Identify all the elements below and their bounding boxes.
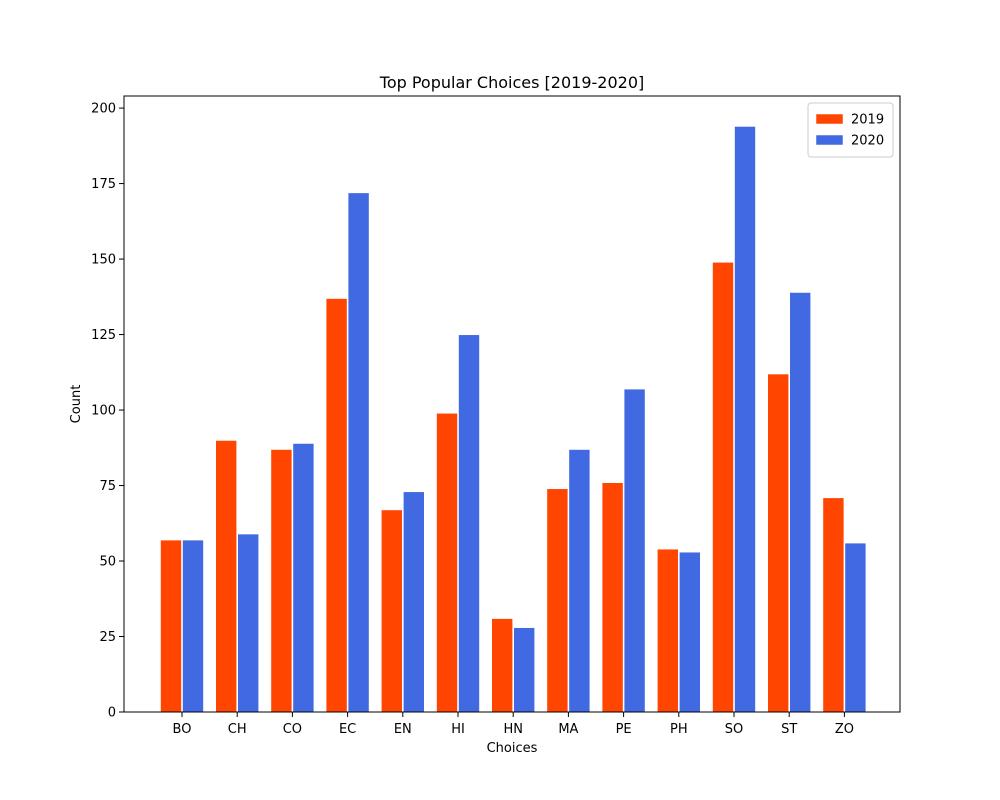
bar-2020-CO bbox=[292, 442, 315, 713]
chart-title: Top Popular Choices [2019-2020] bbox=[379, 73, 644, 92]
bar-2019-EN bbox=[380, 509, 404, 713]
bar-2019-HI bbox=[435, 412, 459, 713]
bar-group bbox=[159, 125, 867, 713]
x-tick-label: CO bbox=[283, 722, 302, 737]
y-tick-label: 200 bbox=[91, 102, 116, 117]
x-tick-label: MA bbox=[558, 722, 578, 737]
x-tick-label: ST bbox=[781, 722, 797, 737]
bar-2019-PE bbox=[601, 482, 624, 713]
bar-2020-EN bbox=[402, 491, 426, 713]
y-axis-ticks: 0 25 50 75 100 125 150 175 200 bbox=[91, 102, 124, 721]
bar-2019-ST bbox=[767, 373, 790, 713]
bar-2020-SO bbox=[733, 125, 757, 713]
bar-2019-BO bbox=[159, 539, 183, 713]
x-tick-label: ZO bbox=[835, 722, 854, 737]
y-tick-label: 125 bbox=[91, 328, 116, 343]
legend-box bbox=[807, 102, 894, 158]
x-tick-label: EN bbox=[394, 722, 412, 737]
bar-2019-MA bbox=[546, 488, 569, 713]
bar-2019-ZO bbox=[822, 497, 845, 713]
x-axis-label: Choices bbox=[487, 741, 538, 756]
bar-2020-BO bbox=[181, 539, 205, 713]
y-axis-label: Count bbox=[69, 385, 84, 424]
bar-2019-CO bbox=[270, 448, 293, 713]
y-tick-label: 0 bbox=[108, 706, 116, 721]
x-tick-label: HN bbox=[503, 722, 523, 737]
bar-2020-EC bbox=[347, 192, 370, 713]
x-tick-label: HI bbox=[451, 722, 465, 737]
bar-2019-SO bbox=[711, 261, 735, 713]
y-tick-label: 175 bbox=[91, 177, 116, 192]
bar-2019-PH bbox=[656, 548, 679, 713]
y-tick-label: 100 bbox=[91, 404, 116, 419]
y-tick-label: 50 bbox=[99, 555, 116, 570]
x-tick-label: PH bbox=[670, 722, 688, 737]
legend-label-2020: 2020 bbox=[851, 134, 884, 149]
bar-2019-EC bbox=[325, 297, 348, 713]
bar-2020-ZO bbox=[844, 542, 867, 713]
x-tick-label: EC bbox=[339, 722, 356, 737]
bar-2020-MA bbox=[568, 448, 591, 713]
x-tick-label: PE bbox=[616, 722, 632, 737]
y-tick-label: 150 bbox=[91, 253, 116, 268]
plot-area-frame bbox=[123, 95, 901, 713]
legend-label-2019: 2019 bbox=[851, 113, 884, 128]
x-axis-ticks: BO CH CO EC EN HI HN MA PE PH SO ST ZO bbox=[173, 712, 854, 737]
bar-2020-ST bbox=[789, 291, 812, 713]
bar-2020-PH bbox=[678, 551, 701, 713]
y-tick-label: 25 bbox=[99, 630, 116, 645]
bar-2020-CH bbox=[237, 533, 260, 713]
bar-2020-HN bbox=[513, 626, 536, 713]
legend-swatch-2019 bbox=[815, 113, 844, 125]
x-tick-label: SO bbox=[725, 722, 743, 737]
y-tick-label: 75 bbox=[99, 479, 116, 494]
legend-swatch-2020 bbox=[815, 134, 844, 146]
bar-2019-HN bbox=[491, 617, 514, 713]
x-tick-label: BO bbox=[173, 722, 192, 737]
legend: 2019 2020 bbox=[807, 102, 894, 158]
bar-2019-CH bbox=[215, 439, 238, 713]
bar-2020-PE bbox=[623, 388, 646, 713]
bar-2020-HI bbox=[457, 334, 481, 713]
x-tick-label: CH bbox=[228, 722, 247, 737]
